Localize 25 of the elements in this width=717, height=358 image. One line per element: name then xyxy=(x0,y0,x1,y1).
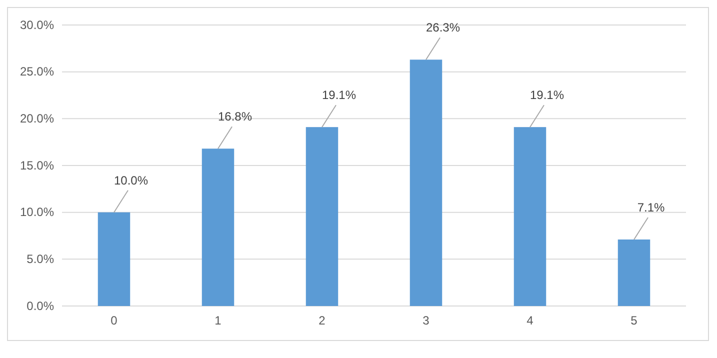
bar xyxy=(306,127,338,306)
y-tick-label: 20.0% xyxy=(20,112,54,126)
bar xyxy=(202,148,234,306)
data-label: 10.0% xyxy=(114,173,148,188)
bar xyxy=(410,60,442,306)
x-tick-label: 3 xyxy=(422,314,430,328)
y-tick-label: 25.0% xyxy=(20,64,54,79)
x-tick-label: 1 xyxy=(214,314,222,328)
data-label: 7.1% xyxy=(637,200,665,214)
y-tick-label: 15.0% xyxy=(20,158,54,172)
data-label: 26.3% xyxy=(426,20,460,35)
data-label: 19.1% xyxy=(530,88,564,102)
data-label: 16.8% xyxy=(218,110,252,124)
x-tick-label: 5 xyxy=(630,314,638,328)
bar xyxy=(514,127,546,306)
x-tick-label: 2 xyxy=(318,314,326,328)
y-tick-label: 10.0% xyxy=(20,205,54,220)
y-tick-label: 5.0% xyxy=(26,252,54,266)
bar xyxy=(98,212,130,306)
y-tick-label: 30.0% xyxy=(20,18,54,32)
x-tick-label: 4 xyxy=(526,314,534,328)
bar xyxy=(618,239,650,306)
y-tick-label: 0.0% xyxy=(26,298,54,313)
data-label: 19.1% xyxy=(322,88,356,102)
x-tick-label: 0 xyxy=(110,314,118,328)
